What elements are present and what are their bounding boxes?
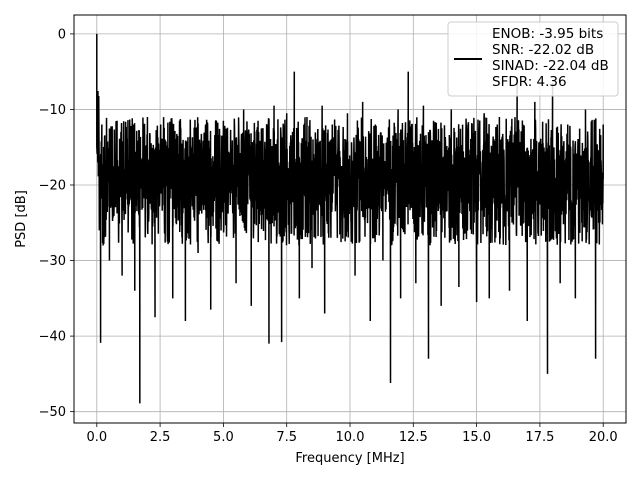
y-tick-label: −30 bbox=[39, 254, 66, 269]
x-tick-label: 12.5 bbox=[399, 430, 428, 445]
y-axis-label: PSD [dB] bbox=[14, 190, 29, 248]
x-tick-label: 20.0 bbox=[589, 430, 618, 445]
x-tick-label: 7.5 bbox=[276, 430, 297, 445]
y-tick-label: 0 bbox=[58, 27, 66, 42]
legend-entry-sinad: SINAD: -22.04 dB bbox=[492, 58, 609, 74]
legend-box bbox=[447, 21, 619, 97]
x-tick-label: 15.0 bbox=[462, 430, 491, 445]
legend-entry-sfdr: SFDR: 4.36 bbox=[492, 74, 567, 90]
x-tick-label: 10.0 bbox=[336, 430, 365, 445]
y-tick-label: −10 bbox=[39, 103, 66, 118]
x-tick-label: 5.0 bbox=[213, 430, 234, 445]
y-tick-label: −50 bbox=[39, 405, 66, 420]
x-axis-ticks: 0.0 2.5 5.0 7.5 10.0 12.5 15.0 17.5 20.0 bbox=[86, 423, 618, 445]
x-tick-label: 17.5 bbox=[525, 430, 554, 445]
y-tick-label: −40 bbox=[39, 330, 66, 345]
legend-entry-snr: SNR: -22.02 dB bbox=[492, 42, 594, 58]
x-axis-label: Frequency [MHz] bbox=[295, 451, 404, 466]
y-axis-ticks: 0 −10 −20 −30 −40 −50 bbox=[39, 27, 74, 420]
y-tick-label: −20 bbox=[39, 179, 66, 194]
psd-trace bbox=[96, 33, 604, 404]
psd-line bbox=[96, 33, 604, 404]
legend-entry-enob: ENOB: -3.95 bits bbox=[492, 26, 603, 42]
x-tick-label: 0.0 bbox=[86, 430, 107, 445]
legend: ENOB: -3.95 bits SNR: -22.02 dB SINAD: -… bbox=[447, 21, 619, 97]
x-tick-label: 2.5 bbox=[150, 430, 171, 445]
